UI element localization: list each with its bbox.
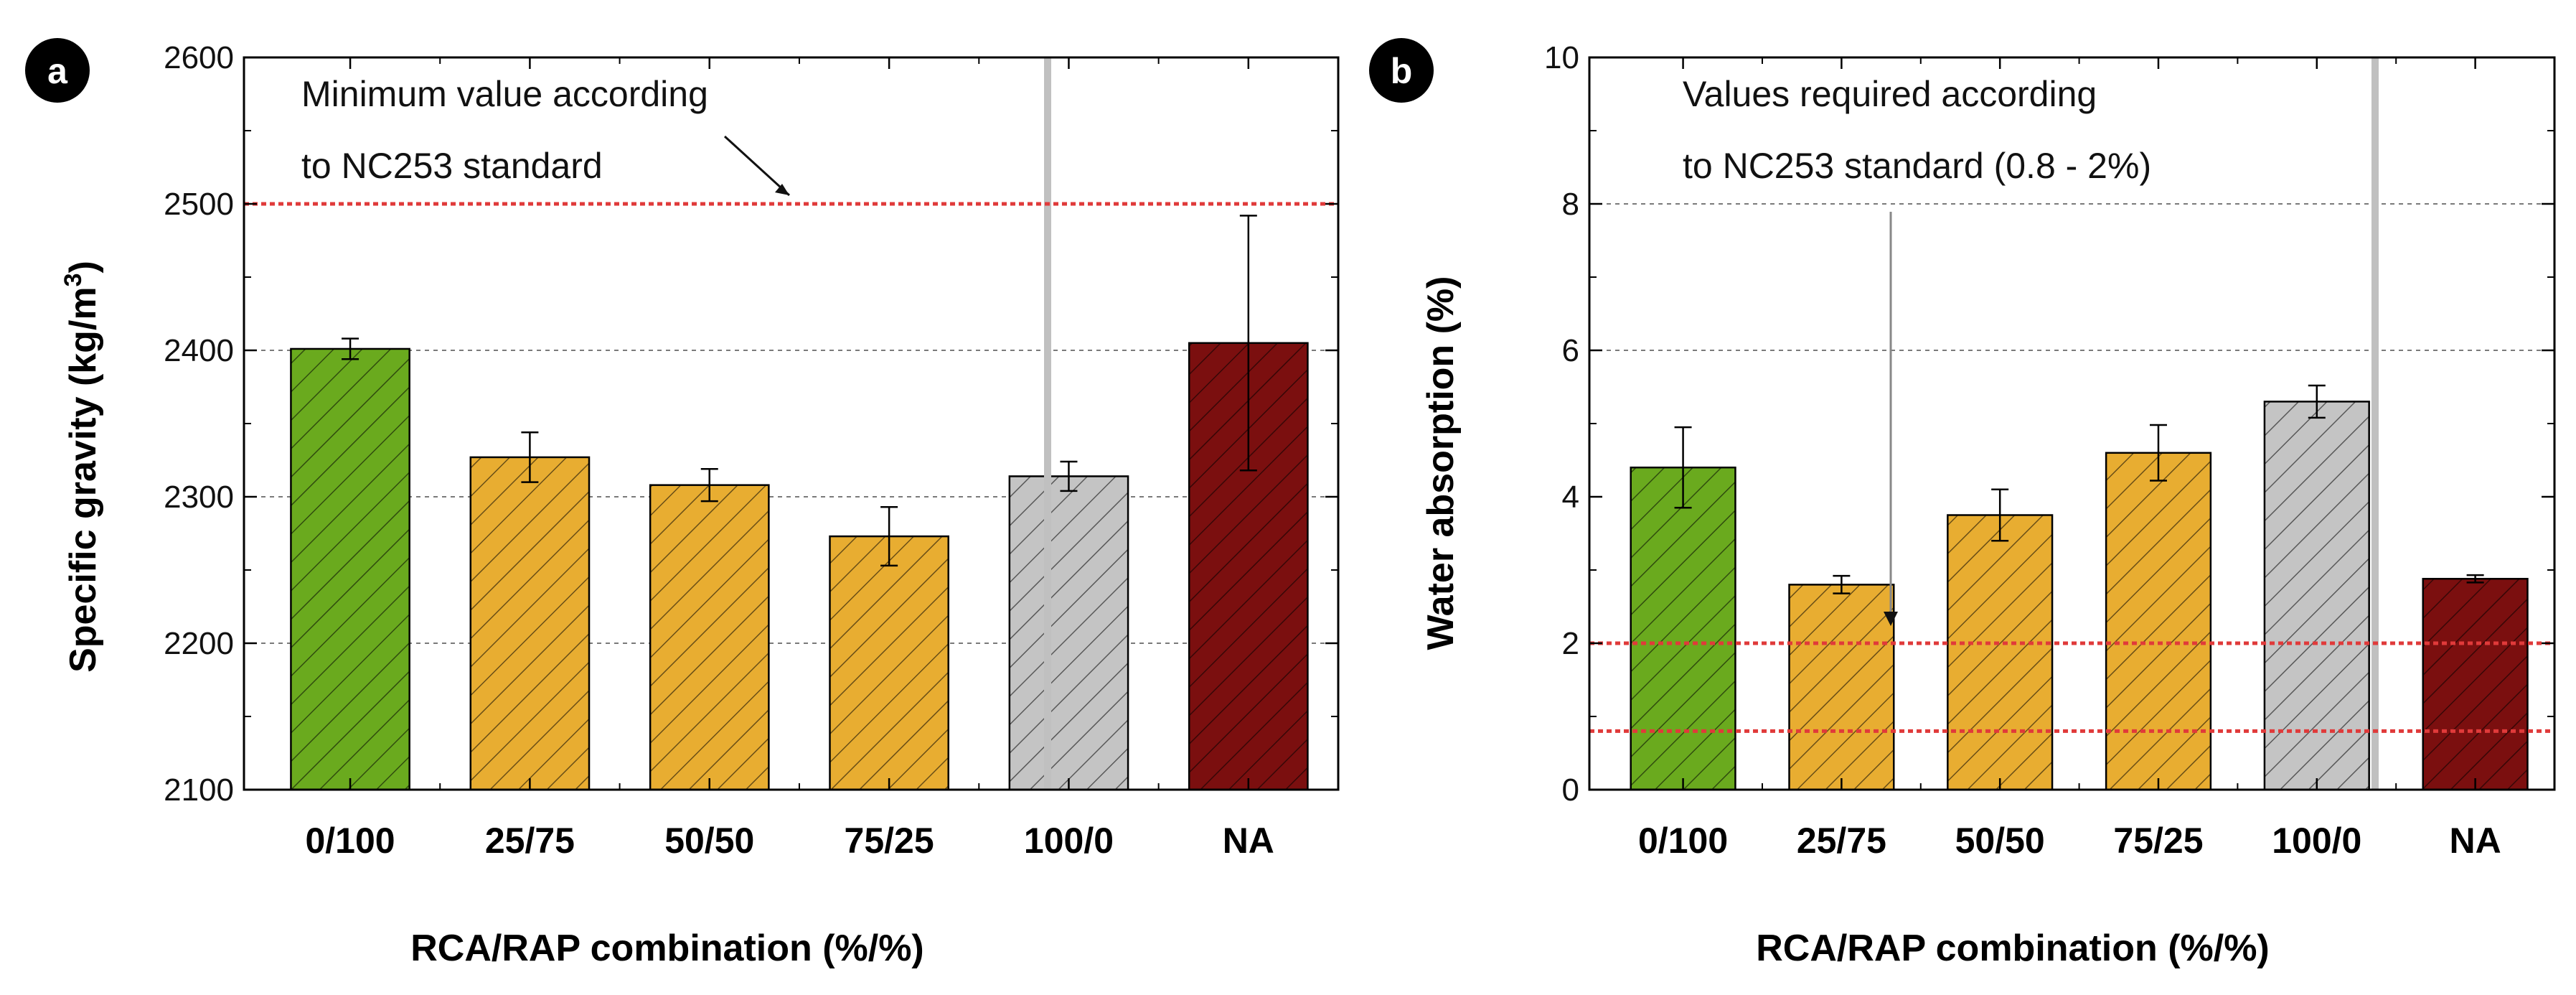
y-axis-title-a-sup: 3 bbox=[60, 273, 87, 286]
y-tick-label-b-2: 4 bbox=[1562, 480, 1579, 515]
y-axis-title-a-main: Specific gravity (kg/m bbox=[62, 286, 104, 673]
panel-a-badge bbox=[25, 38, 90, 103]
x-tick-label-b-5: NA bbox=[2449, 821, 2501, 861]
y-tick-label-a-3: 2400 bbox=[164, 333, 234, 368]
x-axis-title-a: RCA/RAP combination (%/%) bbox=[410, 928, 924, 969]
annotation-b-line2: to NC253 standard (0.8 - 2%) bbox=[1683, 146, 2151, 186]
bar-hatch-b-4 bbox=[2263, 401, 2370, 791]
bar-hatch-a-4 bbox=[1008, 475, 1129, 791]
bar-hatch-b-1 bbox=[1788, 584, 1895, 791]
bar-hatch-a-1 bbox=[469, 456, 591, 791]
x-axis-title-b: RCA/RAP combination (%/%) bbox=[1756, 928, 2270, 969]
plot-area-a: 0/100 25/75 50/50 75/25 100/0 NA 2100 2200 2300 2… bbox=[164, 40, 1340, 861]
x-tick-label-a-0: 0/100 bbox=[305, 821, 395, 861]
bar-hatch-b-3 bbox=[2105, 452, 2212, 791]
x-tick-label-b-1: 25/75 bbox=[1797, 821, 1886, 861]
panel-b-badge bbox=[1369, 38, 1434, 103]
annotation-a-arrowhead bbox=[775, 184, 789, 195]
bar-hatch-a-0 bbox=[290, 347, 410, 791]
y-axis-title-a-end: ) bbox=[62, 261, 104, 273]
bar-hatch-b-0 bbox=[1630, 466, 1736, 791]
plot-area-b: 0/100 25/75 50/50 75/25 100/0 NA 0 2 4 6 8 10 bbox=[1544, 40, 2556, 861]
panel-b-badge-label: b bbox=[1391, 51, 1413, 91]
y-tick-label-b-3: 6 bbox=[1562, 333, 1579, 368]
bar-hatch-b-5 bbox=[2422, 577, 2529, 791]
x-tick-label-b-0: 0/100 bbox=[1638, 821, 1728, 861]
y-tick-label-b-5: 10 bbox=[1544, 40, 1579, 75]
bar-hatch-a-2 bbox=[649, 484, 770, 791]
y-tick-label-b-0: 0 bbox=[1562, 772, 1579, 808]
x-tick-label-a-4: 100/0 bbox=[1024, 821, 1114, 861]
x-tick-label-a-5: NA bbox=[1223, 821, 1274, 861]
x-tick-label-b-2: 50/50 bbox=[1955, 821, 2045, 861]
annotation-a-line1: Minimum value according bbox=[301, 74, 708, 114]
panel-b: b 0/100 25/75 50/50 75/25 100/0 NA 0 2 4 6 8 10 Val… bbox=[1369, 38, 2556, 969]
y-tick-label-a-4: 2500 bbox=[164, 187, 234, 222]
annotation-a-line2: to NC253 standard bbox=[301, 146, 603, 186]
x-tick-label-a-3: 75/25 bbox=[845, 821, 934, 861]
annotation-b-arrowhead bbox=[1884, 612, 1898, 626]
y-tick-label-b-4: 8 bbox=[1562, 187, 1579, 222]
y-tick-label-b-1: 2 bbox=[1562, 626, 1579, 661]
x-tick-label-b-3: 75/25 bbox=[2113, 821, 2203, 861]
x-tick-label-a-1: 25/75 bbox=[485, 821, 575, 861]
x-tick-label-b-4: 100/0 bbox=[2272, 821, 2361, 861]
bar-hatch-a-3 bbox=[829, 535, 949, 791]
bar-hatch-b-2 bbox=[1947, 514, 2054, 791]
y-tick-label-a-0: 2100 bbox=[164, 772, 234, 808]
panel-a: a 0/100 25/75 50/50 75/25 100/0 NA 2100 2200 230… bbox=[25, 38, 1340, 969]
x-tick-label-a-2: 50/50 bbox=[664, 821, 754, 861]
y-tick-label-a-5: 2600 bbox=[164, 40, 234, 75]
annotation-b-line1: Values required according bbox=[1683, 74, 2097, 114]
panel-a-badge-label: a bbox=[47, 51, 68, 91]
y-tick-label-a-1: 2200 bbox=[164, 626, 234, 661]
y-axis-title-b: Water absorption (%) bbox=[1420, 276, 1462, 650]
y-tick-label-a-2: 2300 bbox=[164, 480, 234, 515]
annotation-a-arrow bbox=[723, 135, 791, 197]
y-axis-title-a: Specific gravity (kg/m3) bbox=[60, 261, 104, 673]
